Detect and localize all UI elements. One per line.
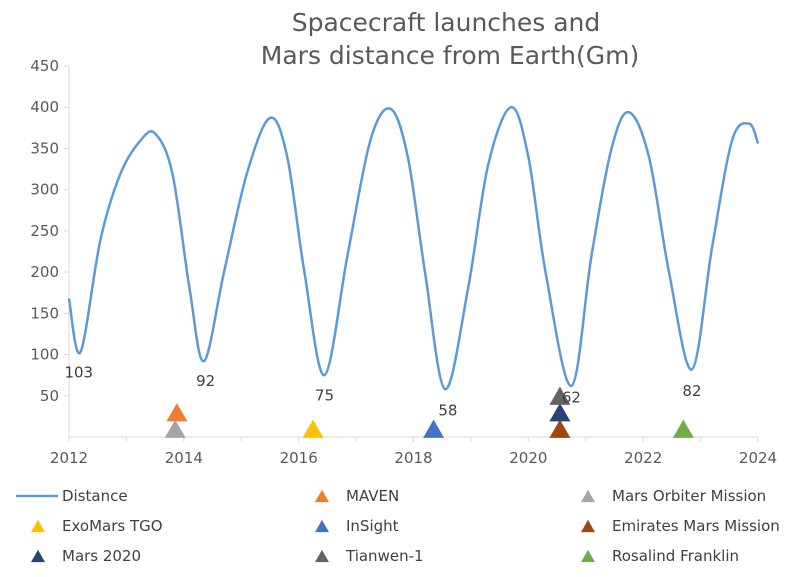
x-tick-label: 2016 [280, 449, 318, 467]
y-tick-label: 450 [30, 57, 59, 75]
data-label: 82 [682, 382, 701, 400]
legend-swatch [315, 489, 329, 503]
x-tick-label: 2012 [50, 449, 88, 467]
legend-swatch [315, 519, 329, 533]
legend-item-distance: Distance [16, 487, 128, 505]
legend-item-tianwen-1: Tianwen-1 [315, 547, 424, 565]
series-line-distance [67, 105, 760, 391]
y-tick-label: 300 [30, 181, 59, 199]
y-tick-label: 200 [30, 263, 59, 281]
marker-rosalind-franklin [672, 419, 694, 438]
marker-emirates-mars-mission [549, 419, 571, 438]
marker-mars-2020 [549, 403, 571, 422]
legend-label: Rosalind Franklin [612, 547, 739, 565]
legend: Distance MAVEN Mars Orbiter Mission ExoMars… [16, 487, 780, 565]
legend-swatch [315, 549, 329, 563]
axes: 50 100 150 200 250 300 350 400 450 2012 2014 2016 20… [30, 57, 777, 467]
legend-label: Emirates Mars Mission [612, 517, 780, 535]
data-label: 103 [64, 364, 93, 382]
y-tick-label: 100 [30, 346, 59, 364]
legend-item-mars-2020: Mars 2020 [31, 547, 141, 565]
marker-mars-orbiter-mission [164, 419, 186, 438]
legend-swatch [581, 549, 595, 563]
y-tick-label: 400 [30, 98, 59, 116]
legend-swatch [581, 519, 595, 533]
y-tick-label: 250 [30, 222, 59, 240]
legend-label: Mars 2020 [62, 547, 141, 565]
x-tick-label: 2022 [624, 449, 662, 467]
legend-label: Distance [62, 487, 128, 505]
chart-title-line-1: Spacecraft launches and [292, 8, 601, 37]
legend-item-exomars-tgo: ExoMars TGO [31, 517, 163, 535]
marker-tianwen-1 [549, 386, 571, 405]
legend-item-maven: MAVEN [315, 487, 399, 505]
y-tick-label: 150 [30, 304, 59, 322]
legend-swatch [31, 549, 45, 563]
legend-swatch [581, 489, 595, 503]
x-tick-label: 2014 [165, 449, 203, 467]
data-label: 92 [196, 372, 215, 390]
x-tick-label: 2020 [509, 449, 547, 467]
legend-label: MAVEN [346, 487, 399, 505]
y-tick-label: 50 [40, 387, 59, 405]
legend-label: InSight [346, 517, 399, 535]
legend-label: Mars Orbiter Mission [612, 487, 766, 505]
legend-item-emirates-mars-mission: Emirates Mars Mission [581, 517, 780, 535]
legend-swatch [31, 519, 45, 533]
y-tick-label: 350 [30, 139, 59, 157]
x-tick-label: 2024 [739, 449, 777, 467]
marker-maven [166, 403, 188, 422]
legend-item-insight: InSight [315, 517, 399, 535]
data-label: 62 [562, 388, 581, 406]
data-label: 58 [438, 402, 457, 420]
legend-label: Tianwen-1 [345, 547, 424, 565]
data-labels: 103 92 75 58 62 82 [64, 364, 701, 420]
marker-exomars-tgo [302, 419, 324, 438]
x-tick-label: 2018 [394, 449, 432, 467]
legend-item-rosalind-franklin: Rosalind Franklin [581, 547, 739, 565]
legend-item-mars-orbiter-mission: Mars Orbiter Mission [581, 487, 766, 505]
chart-title-line-2: Mars distance from Earth(Gm) [261, 41, 639, 70]
plot-area [67, 105, 760, 438]
data-label: 75 [315, 387, 334, 405]
marker-insight [423, 419, 445, 438]
legend-label: ExoMars TGO [62, 517, 163, 535]
